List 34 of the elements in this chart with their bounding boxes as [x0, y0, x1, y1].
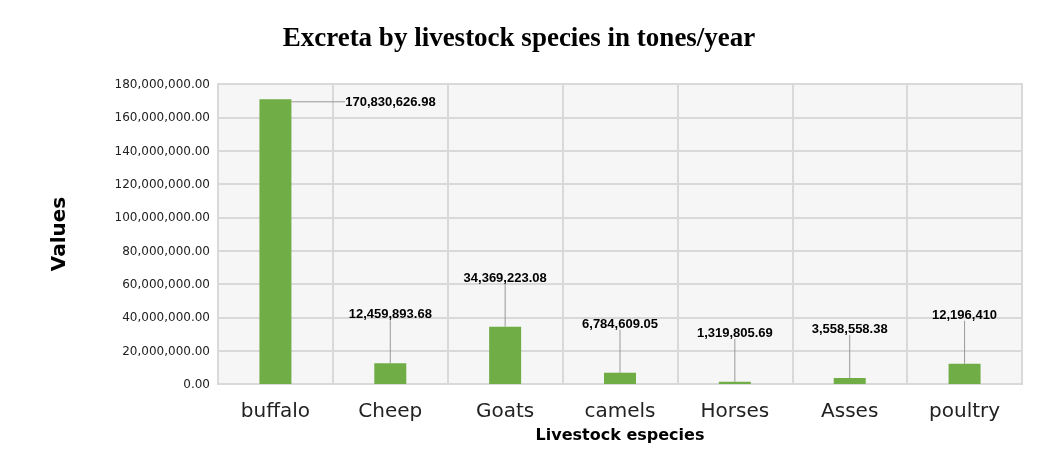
- bar: [489, 326, 522, 384]
- data-label: 34,369,223.08: [463, 269, 547, 285]
- y-tick-label: 20,000,000.00: [122, 343, 210, 358]
- x-tick-label: poultry: [929, 398, 1001, 422]
- y-tick-label: 180,000,000.00: [114, 77, 210, 91]
- bar: [604, 372, 636, 384]
- data-label: 3,558,558.38: [811, 321, 888, 337]
- y-tick-label: 140,000,000.00: [114, 143, 210, 158]
- x-tick-label: Cheep: [358, 398, 423, 422]
- data-label: 170,830,626.98: [345, 94, 436, 110]
- x-tick-label: Asses: [821, 398, 879, 422]
- y-tick-label: 40,000,000.00: [122, 310, 210, 325]
- y-tick-label: 80,000,000.00: [122, 243, 210, 258]
- y-tick-label: 0.00: [183, 377, 210, 391]
- chart-title: Excreta by livestock species in tones/year: [282, 21, 756, 52]
- data-label: 12,459,893.68: [348, 306, 432, 322]
- y-axis-title: Values: [46, 196, 70, 272]
- x-tick-label: buffalo: [240, 398, 311, 422]
- x-axis-title: Livestock especies: [535, 424, 705, 444]
- y-tick-label: 120,000,000.00: [114, 177, 210, 191]
- y-tick-label: 100,000,000.00: [114, 210, 210, 225]
- y-tick-label: 60,000,000.00: [122, 277, 210, 291]
- bar: [374, 363, 407, 384]
- bar: [833, 378, 866, 384]
- data-label: 1,319,805.69: [696, 324, 773, 340]
- x-tick-label: Goats: [476, 398, 535, 422]
- data-label: 12,196,410: [932, 306, 998, 322]
- data-label: 6,784,609.05: [582, 315, 658, 331]
- x-tick-label: camels: [584, 398, 656, 422]
- bar: [718, 381, 751, 384]
- bar: [948, 363, 981, 384]
- y-tick-label: 160,000,000.00: [114, 110, 210, 125]
- bar: [259, 99, 292, 384]
- x-tick-label: Horses: [700, 398, 770, 422]
